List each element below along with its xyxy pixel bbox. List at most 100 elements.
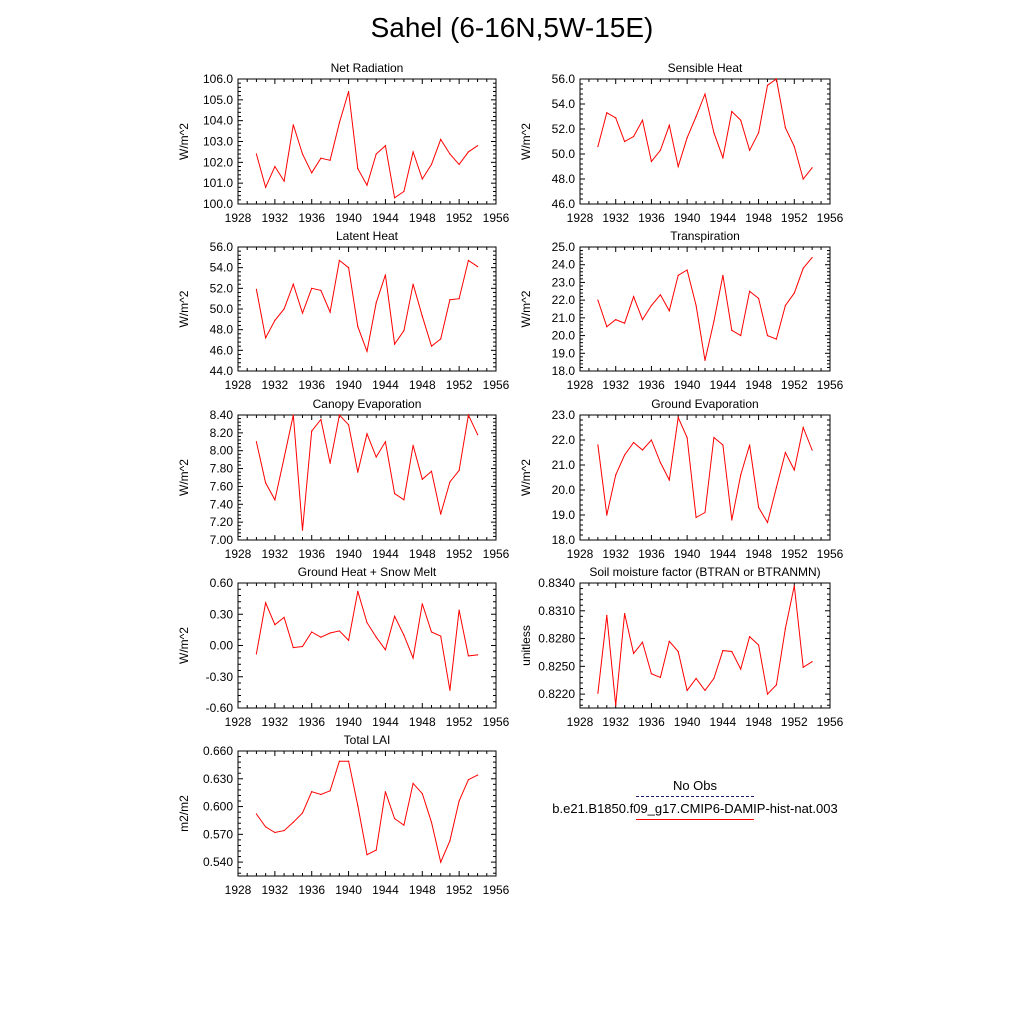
data-point [624, 140, 626, 143]
y-axis-label: unitless [519, 625, 533, 666]
data-point [255, 441, 258, 443]
x-tick-label: 1932 [602, 211, 629, 225]
x-tick-label: 1928 [225, 378, 252, 392]
x-tick-label: 1932 [602, 378, 629, 392]
data-point [283, 457, 285, 459]
data-point [650, 304, 653, 307]
data-point [265, 826, 267, 828]
data-point [292, 414, 294, 416]
data-point [476, 266, 479, 268]
panel-9: Total LAI m2/m2 1928 1932 1936 1940 1944 1948 19… [177, 733, 510, 897]
y-tick-label: 105.0 [203, 93, 233, 107]
data-point [375, 456, 377, 458]
data-point [394, 492, 396, 495]
x-tick-label: 1940 [335, 378, 362, 392]
x-tick-label: 1948 [409, 715, 436, 729]
y-tick-label: 0.60 [210, 576, 234, 590]
data-point [695, 304, 697, 307]
data-point [606, 112, 608, 114]
data-point [811, 449, 813, 451]
data-point [440, 861, 442, 863]
y-tick-label: 0.8220 [538, 687, 575, 701]
y-axis-label: W/m^2 [177, 627, 191, 664]
data-point [292, 124, 294, 126]
y-tick-label: 54.0 [210, 261, 234, 275]
data-point [740, 119, 742, 121]
data-point [412, 283, 414, 285]
data-point [704, 689, 706, 692]
y-tick-label: 56.0 [552, 72, 576, 86]
data-point [659, 676, 661, 679]
data-point [449, 840, 451, 842]
data-point [766, 521, 769, 524]
x-tick-label: 1952 [446, 211, 473, 225]
y-tick-label: 0.630 [203, 772, 233, 786]
data-point [802, 178, 804, 180]
x-tick-label: 1948 [409, 378, 436, 392]
x-tick-label: 1944 [710, 715, 737, 729]
data-point [320, 418, 322, 421]
data-point [632, 135, 635, 138]
data-point [775, 78, 778, 80]
y-tick-label: -0.60 [206, 701, 234, 715]
x-tick-label: 1952 [446, 547, 473, 561]
data-point [597, 299, 599, 301]
data-point [394, 197, 396, 199]
y-tick-label: 104.0 [203, 114, 233, 128]
y-tick-label: 7.40 [210, 497, 234, 511]
y-tick-label: 0.00 [210, 639, 234, 653]
data-point [775, 338, 778, 340]
x-tick-label: 1952 [446, 378, 473, 392]
data-point [403, 190, 405, 193]
y-tick-label: 100.0 [203, 197, 233, 211]
data-point [311, 287, 313, 289]
data-point [749, 149, 751, 151]
data-point [265, 337, 267, 339]
data-point [394, 817, 396, 820]
data-point [606, 614, 608, 617]
panel-title: Transpiration [670, 229, 740, 243]
panel-title: Sensible Heat [668, 61, 743, 75]
data-point [366, 621, 368, 624]
data-point [311, 791, 313, 793]
legend: No Obs b.e21.B1850.f09_g17.CMIP6-DAMIP-h… [520, 778, 870, 824]
data-point [458, 469, 460, 471]
y-tick-label: 52.0 [552, 122, 576, 136]
data-point [440, 635, 442, 637]
data-point [793, 292, 795, 294]
data-point [722, 274, 724, 276]
data-point [731, 110, 733, 113]
y-tick-label: 7.60 [210, 479, 234, 493]
panel-title: Ground Evaporation [651, 397, 758, 411]
data-point [375, 302, 377, 304]
y-axis-label: W/m^2 [519, 459, 533, 496]
data-point [659, 294, 661, 296]
data-point [320, 289, 322, 291]
plot-frame [579, 246, 831, 372]
data-point [329, 159, 331, 161]
data-point [449, 299, 451, 301]
data-point [722, 649, 724, 652]
legend-label-no-obs: No Obs [672, 778, 718, 793]
x-tick-label: 1940 [674, 547, 701, 561]
data-point [449, 153, 451, 155]
x-tick-label: 1928 [567, 715, 594, 729]
data-point [329, 462, 331, 464]
data-point [412, 782, 414, 785]
data-point [467, 655, 469, 657]
x-tick-label: 1952 [446, 715, 473, 729]
y-tick-label: 54.0 [552, 97, 576, 111]
data-point [731, 329, 733, 331]
panel-title: Net Radiation [331, 61, 404, 75]
x-tick-label: 1956 [817, 715, 844, 729]
data-point [440, 513, 442, 515]
data-point [467, 259, 469, 262]
x-tick-label: 1952 [781, 715, 808, 729]
x-tick-label: 1956 [483, 211, 510, 225]
x-tick-label: 1944 [710, 547, 737, 561]
panel-7: Ground Heat + Snow Melt W/m^2 1928 1932 1936… [177, 565, 510, 729]
y-tick-label: 50.0 [552, 147, 576, 161]
data-point [329, 790, 331, 792]
data-point [421, 178, 423, 180]
series-line [597, 415, 813, 524]
